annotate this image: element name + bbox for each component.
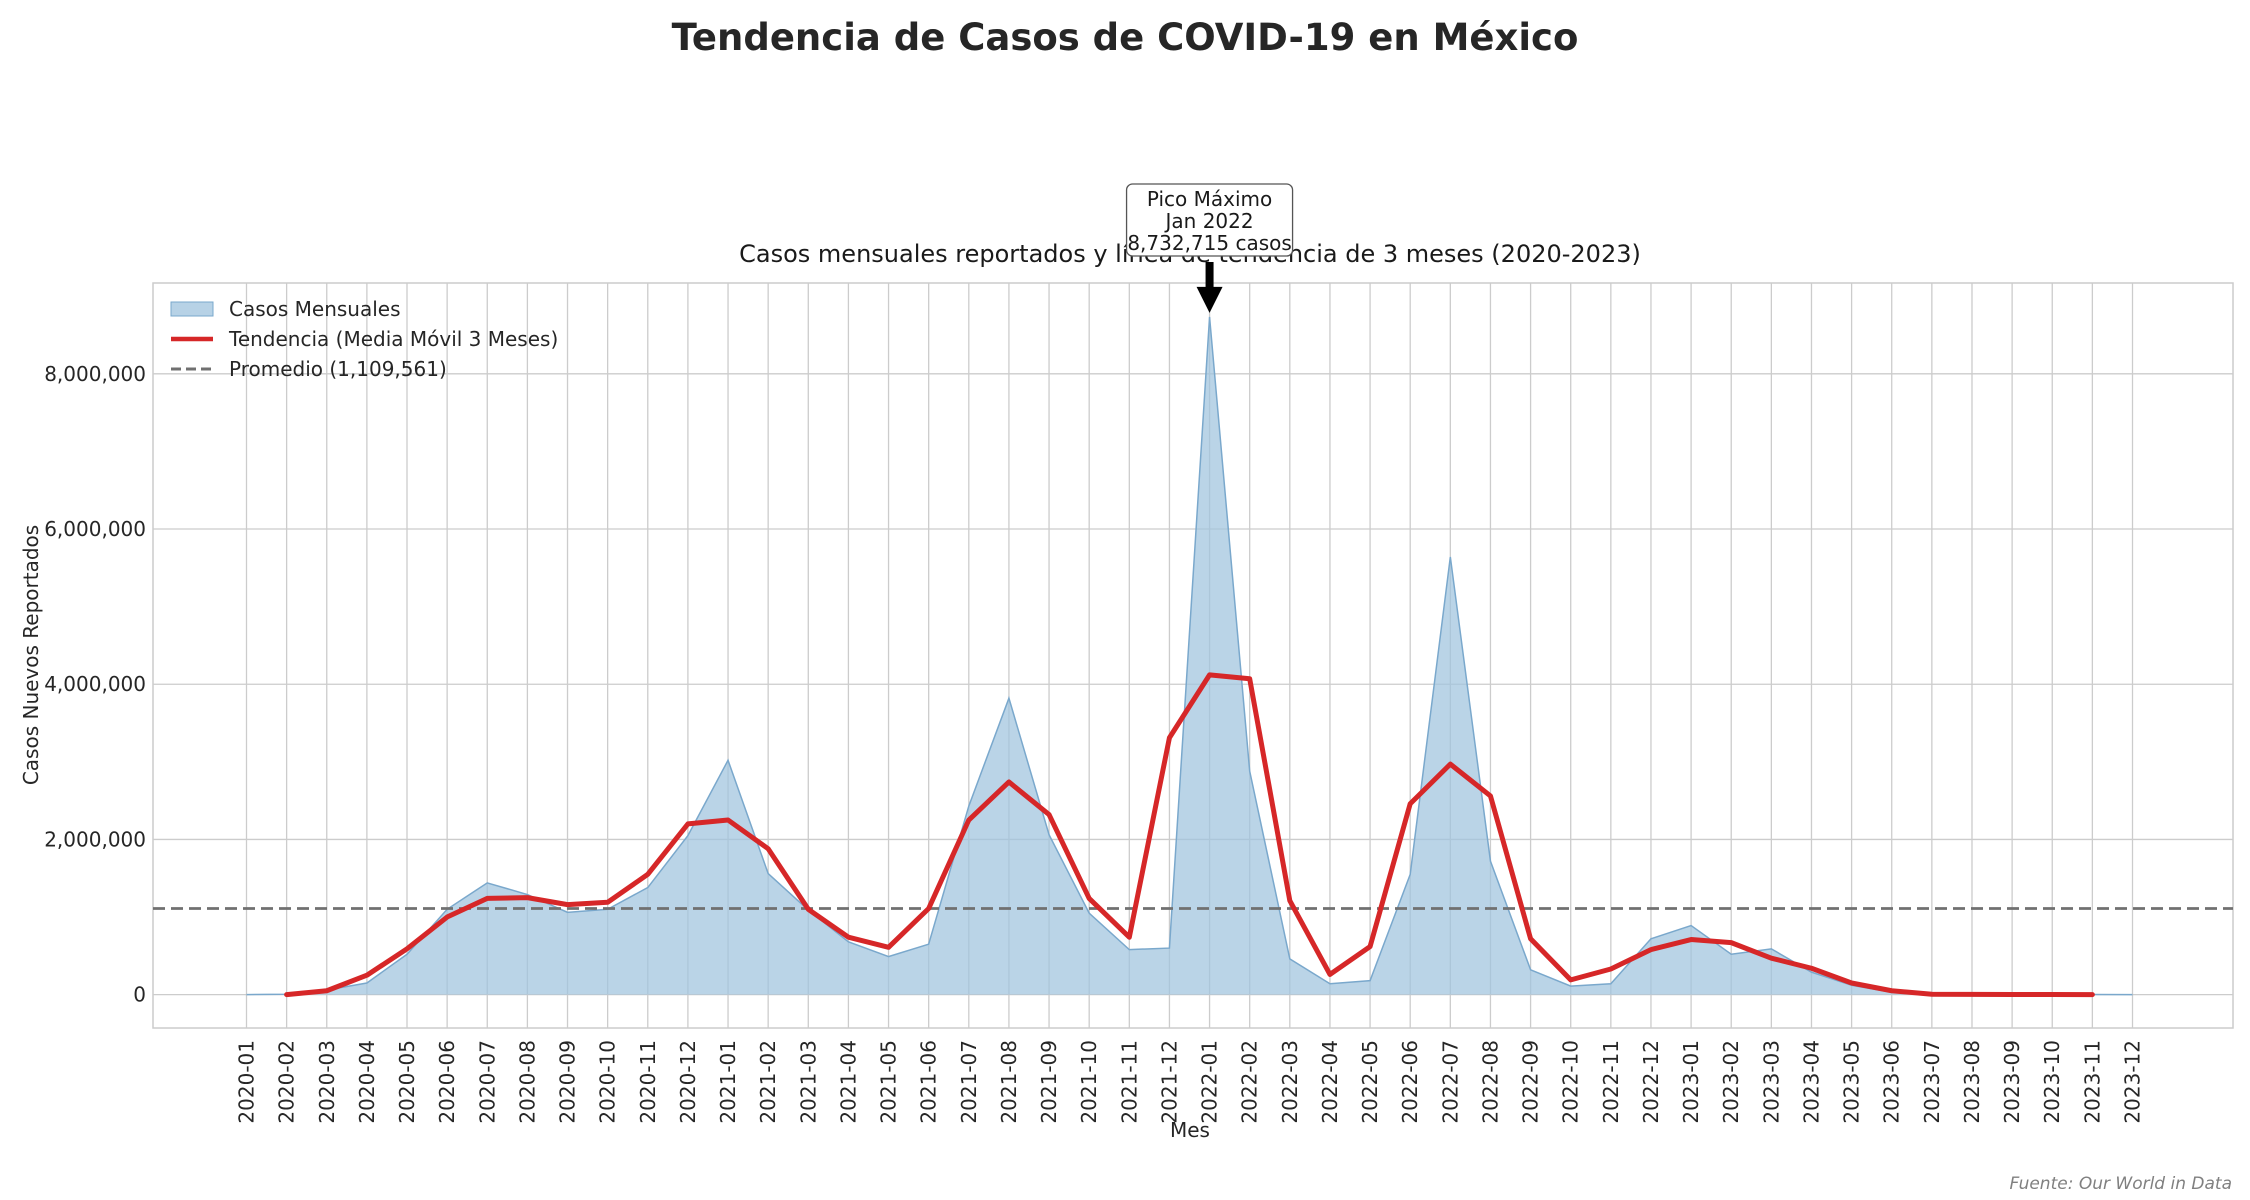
x-tick-label: 2020-11	[636, 1040, 660, 1124]
x-tick-label: 2023-05	[1840, 1040, 1864, 1124]
trend-line	[284, 672, 2095, 998]
peak-annotation: Pico Máximo Jan 2022 8,732,715 casos	[1125, 183, 1294, 313]
x-tick-label: 2023-06	[1880, 1040, 1904, 1124]
x-tick-label: 2021-02	[756, 1040, 780, 1124]
x-tick-label: 2021-12	[1157, 1040, 1181, 1124]
x-tick-label: 2022-02	[1238, 1040, 1262, 1124]
x-tick-label: 2022-08	[1478, 1040, 1502, 1124]
x-tick-label: 2021-06	[917, 1040, 941, 1124]
x-tick-label: 2022-06	[1398, 1040, 1422, 1124]
x-tick-label: 2022-09	[1519, 1040, 1543, 1124]
chart-title: Tendencia de Casos de COVID-19 en México	[672, 16, 1579, 59]
y-tick-label: 6,000,000	[44, 517, 146, 541]
x-tick-label: 2020-06	[435, 1040, 459, 1124]
x-tick-label: 2020-05	[395, 1040, 419, 1124]
x-tick-label: 2021-09	[1037, 1040, 1061, 1124]
annotation-box	[1125, 183, 1294, 257]
x-tick-label: 2021-07	[957, 1040, 981, 1124]
y-axis-label: Casos Nuevos Reportados	[19, 525, 43, 785]
x-tick-label: 2023-10	[2040, 1040, 2064, 1124]
x-tick-label: 2021-10	[1077, 1040, 1101, 1124]
x-tick-label: 2022-03	[1278, 1040, 1302, 1124]
x-tick-label: 2022-07	[1438, 1040, 1462, 1124]
y-tick-label: 0	[133, 983, 146, 1007]
x-tick-label: 2020-01	[235, 1040, 259, 1124]
annotation-line: Jan 2022	[1164, 209, 1254, 233]
legend-label: Promedio (1,109,561)	[229, 357, 447, 381]
x-tick-label: 2020-09	[556, 1040, 580, 1124]
x-tick-label: 2021-05	[877, 1040, 901, 1124]
x-ticks: 2020-01 2020-02 2020-03 2020-04 2020-05 2020-…	[235, 1040, 2145, 1124]
x-tick-label: 2023-09	[2000, 1040, 2024, 1124]
x-tick-label: 2021-04	[836, 1040, 860, 1124]
x-tick-label: 2023-07	[1920, 1040, 1944, 1124]
x-tick-label: 2023-08	[1960, 1040, 1984, 1124]
y-tick-label: 8,000,000	[44, 362, 146, 386]
x-tick-label: 2022-11	[1599, 1040, 1623, 1124]
x-tick-label: 2021-03	[796, 1040, 820, 1124]
x-tick-label: 2020-10	[596, 1040, 620, 1124]
x-tick-label: 2023-04	[1799, 1040, 1823, 1124]
x-tick-label: 2022-05	[1358, 1040, 1382, 1124]
x-tick-label: 2021-01	[716, 1040, 740, 1124]
x-tick-label: 2023-11	[2080, 1040, 2104, 1124]
legend: Casos Mensuales Tendencia (Media Móvil 3…	[170, 297, 558, 381]
x-tick-label: 2021-11	[1117, 1040, 1141, 1124]
y-tick-label: 4,000,000	[44, 672, 146, 696]
x-tick-label: 2022-12	[1639, 1040, 1663, 1124]
x-tick-label: 2022-01	[1198, 1040, 1222, 1124]
x-tick-label: 2020-12	[676, 1040, 700, 1124]
source-note: Fuente: Our World in Data	[2009, 1174, 2232, 1194]
x-tick-label: 2023-03	[1759, 1040, 1783, 1124]
x-tick-label: 2020-07	[475, 1040, 499, 1124]
x-tick-label: 2023-01	[1679, 1040, 1703, 1124]
x-tick-label: 2020-08	[515, 1040, 539, 1124]
x-axis-label: Mes	[1170, 1118, 1210, 1142]
legend-label: Tendencia (Media Móvil 3 Meses)	[228, 327, 558, 351]
x-tick-label: 2020-04	[355, 1040, 379, 1124]
legend-label: Casos Mensuales	[229, 297, 401, 321]
x-tick-label: 2023-02	[1719, 1040, 1743, 1124]
trend-series	[284, 672, 2095, 998]
annotation-line: Pico Máximo	[1147, 187, 1272, 211]
y-tick-label: 2,000,000	[44, 827, 146, 851]
x-tick-label: 2020-02	[275, 1040, 299, 1124]
annotation-arrow	[1196, 262, 1223, 313]
x-tick-label: 2022-10	[1559, 1040, 1583, 1124]
area-fill	[246, 316, 2133, 995]
x-tick-label: 2022-04	[1318, 1040, 1342, 1124]
legend-swatch-area	[170, 301, 214, 317]
x-tick-label: 2020-03	[315, 1040, 339, 1124]
y-ticks: 0 2,000,000 4,000,000 6,000,000 8,000,000	[44, 362, 146, 1007]
x-tick-label: 2021-08	[997, 1040, 1021, 1124]
annotation-line: 8,732,715 casos	[1127, 231, 1291, 255]
x-tick-label: 2023-12	[2121, 1040, 2145, 1124]
